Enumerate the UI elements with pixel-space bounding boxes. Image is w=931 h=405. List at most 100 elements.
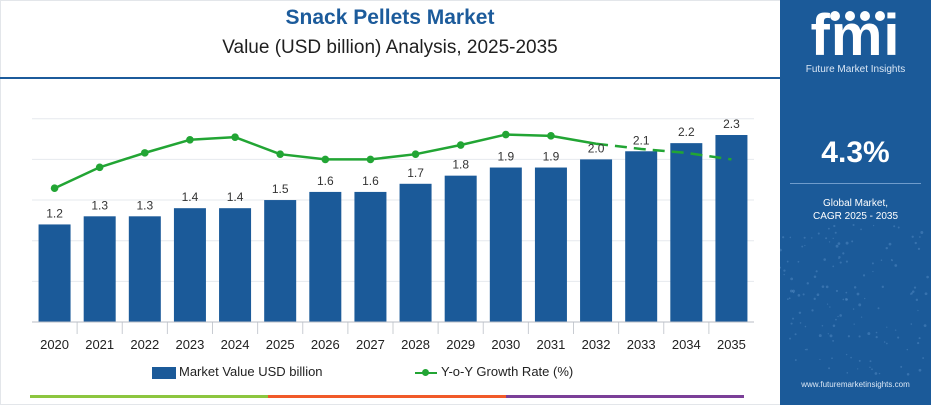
bar-value-label: 1.9 <box>497 150 514 164</box>
texture-dot <box>788 297 791 300</box>
texture-dot <box>828 367 831 370</box>
x-tick-label: 2023 <box>175 337 204 352</box>
bar-series <box>38 135 748 322</box>
bar-2030 <box>489 167 522 322</box>
texture-dot <box>802 293 805 296</box>
texture-dot <box>804 325 807 328</box>
texture-dot <box>847 335 850 338</box>
texture-dot <box>872 270 874 273</box>
growth-line-forecast <box>595 142 732 161</box>
bar-value-label: 1.2 <box>46 206 63 220</box>
cagr-value: 4.3% <box>821 136 890 169</box>
chart-subtitle: Value (USD billion) Analysis, 2025-2035 <box>222 37 558 58</box>
texture-dot <box>874 372 878 375</box>
legend-line-label: Y-o-Y Growth Rate (%) <box>441 364 574 379</box>
bar-2034 <box>670 143 703 322</box>
texture-dot <box>803 236 806 239</box>
texture-dot <box>915 298 919 302</box>
texture-dot <box>894 264 898 267</box>
texture-dot <box>832 324 836 328</box>
x-tick-label: 2028 <box>401 337 430 352</box>
texture-dot <box>806 348 808 351</box>
x-tick-label: 2022 <box>130 337 159 352</box>
texture-dot <box>797 260 800 263</box>
bar-value-label: 2.0 <box>588 141 605 155</box>
texture-dot <box>888 242 892 246</box>
texture-dot <box>858 335 861 338</box>
growth-point <box>95 163 104 172</box>
texture-dot <box>839 314 842 317</box>
texture-dot <box>837 315 839 318</box>
texture-dot <box>911 235 914 238</box>
bar-value-label: 1.6 <box>362 174 379 188</box>
texture-dot <box>867 332 871 336</box>
texture-dot <box>893 225 896 228</box>
chart-title: Snack Pellets Market <box>285 6 495 29</box>
x-tick-label: 2031 <box>536 337 565 352</box>
texture-dot <box>826 303 829 305</box>
texture-dot <box>923 324 927 327</box>
bar-2033 <box>625 151 658 322</box>
texture-dot <box>894 329 897 331</box>
texture-dot <box>819 358 821 361</box>
texture-dot <box>845 353 848 356</box>
texture-dot <box>886 326 888 328</box>
legend-line-dot <box>422 369 429 376</box>
texture-dot <box>815 270 818 273</box>
texture-dot <box>827 227 830 230</box>
x-tick-label: 2026 <box>311 337 340 352</box>
x-tick-label: 2030 <box>491 337 520 352</box>
bar-value-label: 1.4 <box>182 190 199 204</box>
growth-point <box>321 155 330 164</box>
growth-point <box>502 130 510 139</box>
x-tick-label: 2035 <box>717 337 746 352</box>
texture-dot <box>789 337 792 340</box>
bar-value-label: 1.8 <box>452 158 469 172</box>
texture-dot <box>875 336 878 339</box>
bar-2022 <box>128 216 161 322</box>
texture-dot <box>804 348 807 351</box>
texture-dot <box>794 359 797 361</box>
texture-dot <box>920 231 924 234</box>
texture-dot <box>813 297 816 300</box>
texture-dot <box>790 322 793 325</box>
website-url: www.futuremarketinsights.com <box>801 380 910 389</box>
texture-dot <box>918 368 922 372</box>
strip-segment <box>30 395 268 398</box>
texture-dot <box>853 286 857 289</box>
growth-point <box>50 184 59 193</box>
texture-dot <box>827 333 829 335</box>
texture-dot <box>853 323 855 325</box>
texture-dot <box>846 372 849 374</box>
texture-dot <box>860 316 863 318</box>
texture-dot <box>852 308 855 310</box>
texture-dot <box>858 303 862 307</box>
texture-dot <box>900 365 903 368</box>
texture-dot <box>790 277 794 281</box>
x-tick-label: 2029 <box>446 337 475 352</box>
panel-texture <box>780 224 929 376</box>
texture-dot <box>863 297 866 300</box>
texture-dot <box>811 237 813 239</box>
texture-dot <box>813 275 817 279</box>
texture-dot <box>794 333 797 336</box>
cagr-label-line1: Global Market, <box>822 198 889 209</box>
texture-dot <box>917 309 919 312</box>
texture-dot <box>922 357 925 359</box>
texture-dot <box>845 291 848 294</box>
texture-dot <box>850 356 852 359</box>
bar-value-label: 1.6 <box>317 174 334 188</box>
x-tick-label: 2025 <box>266 337 295 352</box>
texture-dot <box>911 290 915 293</box>
bar-2027 <box>354 191 387 322</box>
growth-point <box>411 150 420 158</box>
bar-value-label: 1.5 <box>272 182 289 196</box>
bar-2020 <box>38 224 71 322</box>
growth-point <box>547 132 555 140</box>
growth-point <box>231 133 239 141</box>
texture-dot <box>835 289 839 293</box>
strip-segment <box>506 395 744 398</box>
texture-dot <box>832 340 835 342</box>
bar-value-label: 1.4 <box>227 190 244 204</box>
texture-dot <box>897 226 900 229</box>
